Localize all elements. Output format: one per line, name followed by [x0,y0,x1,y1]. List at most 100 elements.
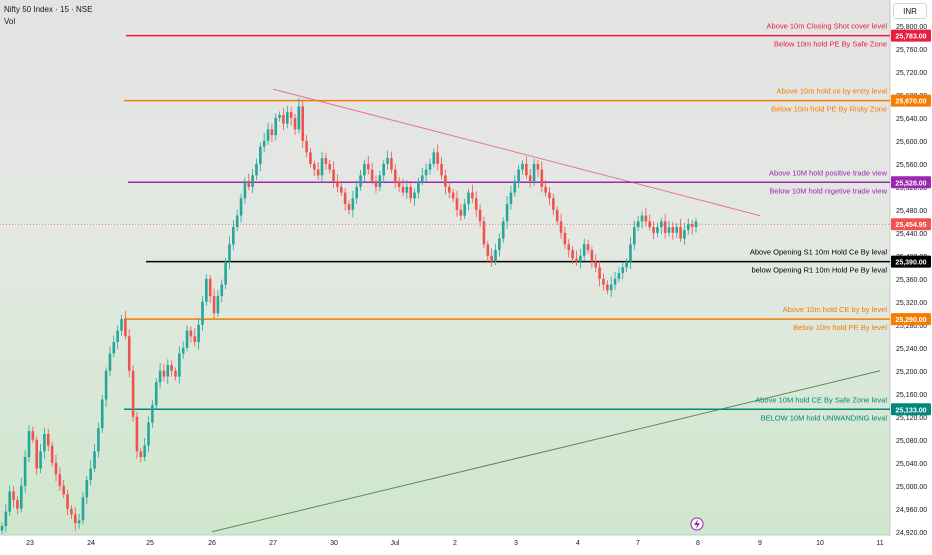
candle-body [374,181,378,187]
candle-body [93,451,96,469]
price-tick-label: 25,160.00 [896,392,927,399]
time-tick-label: 26 [208,540,216,547]
time-axis-ticks: 23 24 25 26 27 30 Jul 2 3 4 7 8 9 10 11 [26,540,884,547]
candle-body [343,192,347,205]
currency-button[interactable]: INR [893,3,927,19]
time-tick-label: 9 [758,540,762,547]
candle-body [625,261,628,268]
candle-body [478,209,482,222]
time-tick-label: Jul [391,540,400,547]
candle-body [166,365,170,377]
candle-body [390,158,393,170]
candle-body [154,382,158,406]
candle-body [536,163,540,170]
candle-body [27,431,31,458]
candle-body [232,227,235,245]
candle-body [282,114,285,124]
candle-body [517,169,520,182]
candle-body [58,474,62,486]
price-badge-label: 25,670.00 [895,99,926,106]
candle-body [89,468,92,481]
time-tick-label: 7 [636,540,640,547]
candle-body [100,399,104,429]
candle-body [629,244,632,262]
candle-body [690,224,694,228]
candle-body [81,497,85,521]
lightning-icon[interactable] [690,517,704,531]
price-tick-label: 25,520.00 [896,185,927,192]
level-label-below: Below 10m hold PE By level [793,323,887,332]
candle-body [447,186,451,193]
candle-body [197,324,200,343]
candle-body [436,152,439,164]
candle-body [366,163,370,170]
candle-body [644,215,648,222]
price-tick-label: 25,560.00 [896,162,927,169]
candle-body [671,227,675,233]
candle-body [274,117,278,136]
level-label-above: Above 10M hold positive trade view [769,168,888,177]
candle-body [293,117,297,130]
level-label-above: Above 10m hold CE by by level [783,305,888,314]
price-tick-label: 25,440.00 [896,231,927,238]
candle-body [393,169,397,182]
candle-body [413,192,416,199]
candle-body [301,106,305,141]
candle-body [463,204,466,216]
price-axis-ticks: 25,800.0025,760.0025,720.0025,680.0025,6… [896,24,927,537]
candle-body [567,244,571,251]
candle-body [563,232,567,245]
price-badge-label: 25,290.00 [895,317,926,324]
candle-body [602,278,605,285]
candle-body [378,175,382,187]
candle-body [212,296,216,314]
trendlines [211,88,881,533]
symbol-title[interactable]: Nifty 50 Index · 15 · NSE [4,5,93,14]
candle-body [4,511,8,527]
candle-body [548,192,551,199]
price-tick-label: 25,480.00 [896,208,927,215]
candle-body [35,439,38,469]
candle-body [683,229,686,239]
candle-body [189,330,193,337]
candle-body [243,181,247,199]
candle-body [509,192,513,205]
candle-body [405,186,409,193]
candle-body [201,301,204,325]
candle-body [471,192,474,199]
candle-body [401,186,405,193]
price-tick-label: 25,120.00 [896,415,927,422]
time-tick-label: 3 [514,540,518,547]
candle-body [505,204,509,222]
price-tick-label: 25,040.00 [896,461,927,468]
candle-body [339,186,343,193]
candle-body [540,169,544,187]
candle-body [579,255,582,262]
candle-body [97,428,100,452]
price-badge-label: 25,390.00 [895,260,926,267]
price-tick-label: 25,760.00 [896,47,927,54]
candle-body [224,261,227,285]
candle-body [513,181,517,193]
level-label-above: Above Opening S1 10m Hold Ce By leval [750,248,887,257]
candle-body [309,152,312,164]
candle-body [679,227,682,239]
candle-body [606,284,609,291]
candle-body [324,158,328,164]
candle-body [228,244,231,262]
candle-body [185,330,189,348]
price-badge [891,176,931,189]
trendline[interactable] [211,370,881,533]
candle-body [451,192,455,199]
trendline[interactable] [272,88,761,217]
candle-body [178,353,181,377]
candle-body [259,146,262,164]
candle-body [490,255,493,262]
candle-body [660,221,663,228]
candle-body [54,462,58,475]
candle-body [363,163,366,176]
candle-body [590,250,594,262]
candle-body [459,209,463,216]
time-tick-label: 27 [269,540,277,547]
